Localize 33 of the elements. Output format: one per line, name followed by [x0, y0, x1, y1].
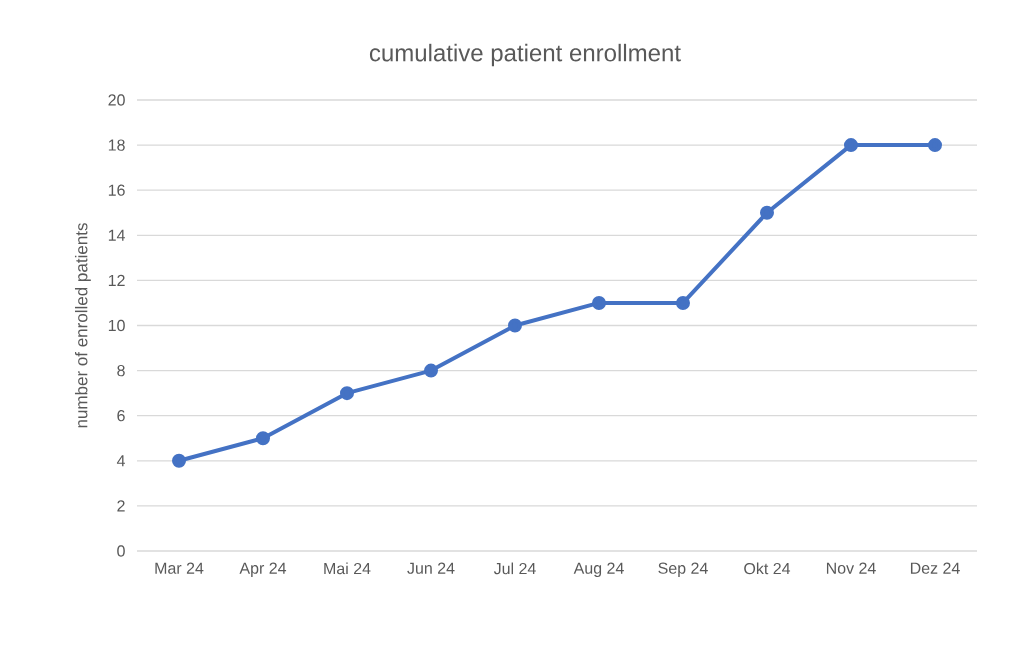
point	[760, 205, 774, 220]
point	[508, 318, 522, 333]
point	[340, 386, 354, 401]
x-tick-label: Apr 24	[239, 562, 287, 578]
y-tick-label: 20	[108, 94, 125, 106]
x-tick-label: Sep 24	[658, 562, 708, 578]
point	[844, 138, 858, 153]
y-tick-label: 10	[108, 319, 125, 332]
y-tick-label: 12	[108, 274, 125, 286]
x-tick-label: Dez 24	[910, 562, 960, 574]
y-axis-title: number of enrolled patients	[74, 223, 91, 428]
y-tick-label: 8	[117, 364, 125, 377]
x-tick-label: Aug 24	[573, 562, 624, 578]
x-tick-label: Jul 24	[493, 562, 536, 575]
y-tick-label: 2	[117, 500, 125, 512]
point	[424, 363, 438, 378]
y-tick-label: 14	[108, 229, 125, 241]
point	[927, 138, 942, 153]
point	[592, 295, 606, 310]
point	[256, 431, 271, 446]
y-tick-label: 0	[117, 545, 125, 557]
x-tick-label: Nov 24	[826, 562, 876, 574]
y-tick-label: 16	[108, 184, 125, 196]
x-tick-label: Mai 24	[324, 562, 371, 575]
y-tick-label: 18	[108, 139, 125, 151]
y-tick-label: 4	[116, 455, 125, 467]
point	[676, 295, 690, 310]
point	[172, 453, 187, 468]
chart-title: cumulative patient enrollment	[369, 43, 681, 67]
x-tick-label: Mar 24	[155, 562, 204, 574]
y-tick-label: 6	[117, 410, 125, 422]
x-tick-label: Jun 24	[407, 562, 455, 574]
x-tick-label: Okt 24	[744, 562, 791, 575]
